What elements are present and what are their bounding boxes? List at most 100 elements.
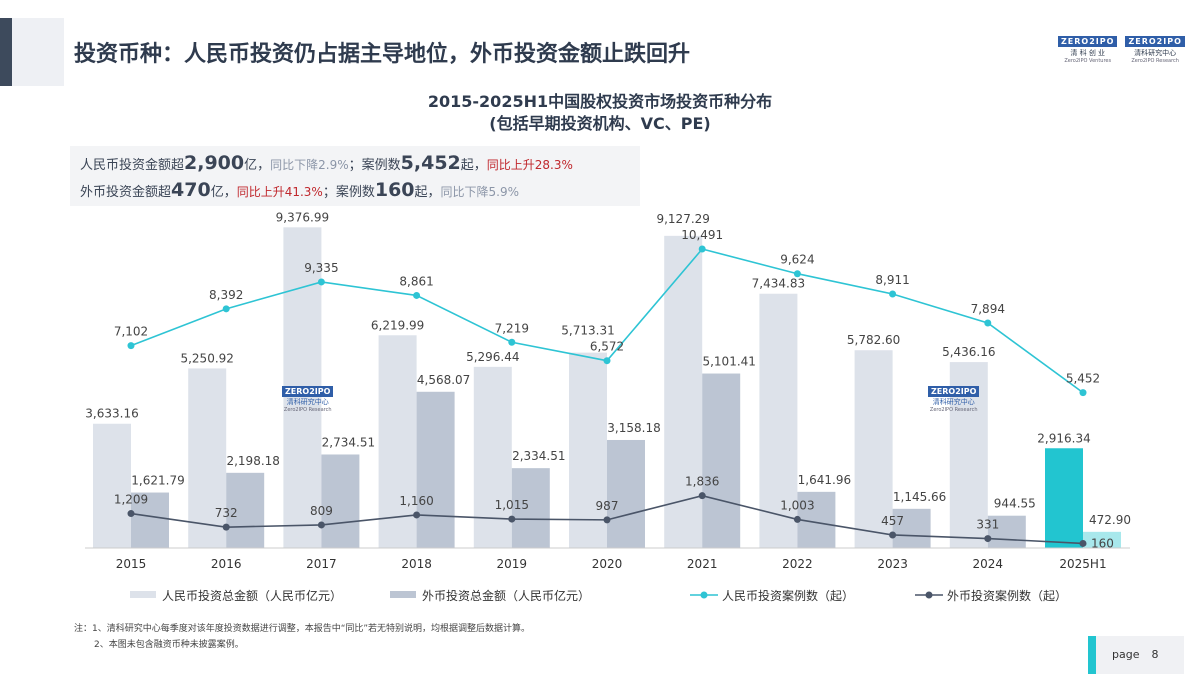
line-label: 160 xyxy=(1091,536,1114,550)
bar-label-rmb: 2,916.34 xyxy=(1037,431,1090,445)
legend-label: 人民币投资总金额（人民币亿元） xyxy=(162,588,342,603)
bar-label-foreign: 472.90 xyxy=(1089,513,1131,527)
bar-rmb-amount xyxy=(759,293,798,548)
x-tick-label: 2025H1 xyxy=(1059,557,1106,571)
bar-rmb-amount xyxy=(378,335,417,548)
line-label: 5,452 xyxy=(1066,372,1100,386)
bar-foreign-amount xyxy=(511,468,550,548)
line-label: 9,624 xyxy=(780,253,814,267)
line-point xyxy=(413,511,421,519)
logo-ventures: ZERO2IPO 清 科 创 业 Zero2IPO Ventures xyxy=(1058,36,1118,64)
line-label: 331 xyxy=(976,518,999,532)
line-point xyxy=(603,516,611,524)
bar-rmb-amount xyxy=(664,235,703,548)
legend-marker xyxy=(925,591,933,599)
line-label: 7,219 xyxy=(495,321,529,335)
line-label: 1,209 xyxy=(114,493,148,507)
bar-foreign-amount xyxy=(892,508,931,548)
watermark-logo: ZERO2IPO 清科研究中心 Zero2IPO Research xyxy=(928,386,980,413)
page-title: 投资币种：人民币投资仍占据主导地位，外币投资金额止跌回升 xyxy=(74,42,691,67)
bar-foreign-amount xyxy=(607,439,645,548)
line-point xyxy=(698,492,706,500)
line-point xyxy=(889,531,897,539)
bar-label-foreign: 2,734.51 xyxy=(322,435,375,449)
line-point xyxy=(793,515,801,523)
x-tick-label: 2024 xyxy=(973,557,1004,571)
bar-label-foreign: 944.55 xyxy=(994,497,1036,511)
legend-swatch xyxy=(130,591,156,598)
x-tick-label: 2018 xyxy=(401,557,432,571)
logo-research: ZERO2IPO 清科研究中心 Zero2IPO Research xyxy=(1125,36,1185,64)
bar-rmb-amount xyxy=(1045,448,1083,548)
bar-label-foreign: 1,641.96 xyxy=(798,473,851,487)
x-tick-label: 2020 xyxy=(592,557,623,571)
line-point xyxy=(413,291,421,299)
bar-label-foreign: 3,158.18 xyxy=(607,421,660,435)
x-tick-label: 2016 xyxy=(211,557,242,571)
bar-foreign-amount xyxy=(416,391,455,548)
line-label: 8,861 xyxy=(399,274,433,288)
legend-label: 人民币投资案例数（起） xyxy=(722,588,854,603)
logos: ZERO2IPO 清 科 创 业 Zero2IPO Ventures ZERO2IP… xyxy=(1058,36,1185,64)
sidebar-accent xyxy=(0,18,12,86)
line-label: 987 xyxy=(596,499,619,513)
line-point xyxy=(508,515,516,523)
line-label: 1,003 xyxy=(780,498,814,512)
line-point xyxy=(698,245,706,253)
line-label: 1,160 xyxy=(399,494,433,508)
x-tick-label: 2015 xyxy=(116,557,147,571)
line-label: 8,911 xyxy=(875,273,909,287)
bar-label-rmb: 3,633.16 xyxy=(85,407,138,421)
bar-rmb-amount xyxy=(473,366,512,548)
line-label: 1,015 xyxy=(495,498,529,512)
summary-box: 人民币投资金额超2,900亿，同比下降2.9%；案例数5,452起，同比上升28… xyxy=(70,146,640,206)
bar-foreign-amount xyxy=(321,454,360,548)
bar-label-rmb: 5,296.44 xyxy=(466,350,519,364)
bar-label-rmb: 5,713.31 xyxy=(561,324,614,338)
notes: 注：1、清科研究中心每季度对该年度投资数据进行调整，本报告中“同比”若无特别说明… xyxy=(74,624,531,650)
line-point xyxy=(1079,389,1087,397)
bar-label-foreign: 2,198.18 xyxy=(226,454,279,468)
line-label: 7,894 xyxy=(971,302,1005,316)
line-label: 732 xyxy=(215,506,238,520)
bar-label-foreign: 2,334.51 xyxy=(512,449,565,463)
bar-label-rmb: 7,434.83 xyxy=(752,277,805,291)
header-accent xyxy=(12,18,64,86)
chart-subtitle: (包括早期投资机构、VC、PE) xyxy=(489,114,711,133)
bar-label-rmb: 5,782.60 xyxy=(847,333,900,347)
line-label: 10,491 xyxy=(681,228,723,242)
line-point xyxy=(127,510,135,518)
line-point xyxy=(222,305,230,313)
bar-label-foreign: 1,145.66 xyxy=(893,490,946,504)
legend-label: 外币投资案例数（起） xyxy=(947,588,1067,603)
line-point xyxy=(984,535,992,543)
line-label: 457 xyxy=(881,514,904,528)
bar-foreign-amount xyxy=(987,515,1026,548)
x-tick-label: 2019 xyxy=(497,557,528,571)
line-point xyxy=(222,523,230,531)
bar-foreign-amount xyxy=(131,492,169,548)
line-point xyxy=(317,278,325,286)
bar-rmb-amount xyxy=(188,368,227,548)
bar-label-rmb: 9,127.29 xyxy=(656,212,709,226)
line-label: 1,836 xyxy=(685,475,719,489)
bar-label-foreign: 5,101.41 xyxy=(702,355,755,369)
legend-swatch xyxy=(390,591,416,598)
summary-foreign: 外币投资金额超470亿，同比上升41.3%；案例数160起，同比下降5.9% xyxy=(80,179,520,201)
legend-label: 外币投资总金额（人民币亿元） xyxy=(422,588,590,603)
line-label: 809 xyxy=(310,504,333,518)
legend-marker xyxy=(700,591,708,599)
bar-rmb-amount xyxy=(854,350,893,548)
line-point xyxy=(317,521,325,529)
bar-label-foreign: 1,621.79 xyxy=(131,474,184,488)
bar-label-foreign: 4,568.07 xyxy=(417,373,470,387)
line-point xyxy=(984,319,992,327)
line-point xyxy=(793,270,801,278)
x-tick-label: 2023 xyxy=(877,557,908,571)
bar-label-rmb: 5,250.92 xyxy=(180,351,233,365)
line-label: 8,392 xyxy=(209,288,243,302)
bar-rmb-amount xyxy=(569,352,607,548)
bar-rmb-amount xyxy=(93,423,131,548)
bar-foreign-amount xyxy=(702,373,741,548)
